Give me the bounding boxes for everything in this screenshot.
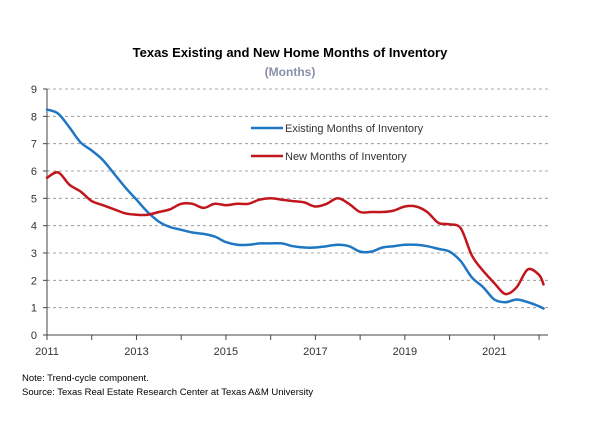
y-tick-label: 2	[31, 275, 37, 287]
y-tick-label: 8	[31, 111, 37, 123]
x-axis-ticks: 2011 2013 2015 2017 2019 2021	[35, 346, 506, 358]
chart-title: Texas Existing and New Home Months of In…	[133, 45, 448, 60]
legend-label: Existing Months of Inventory	[285, 123, 424, 135]
y-tick-label: 9	[31, 84, 37, 96]
y-tick-label: 0	[31, 330, 37, 342]
y-tick-label: 6	[31, 166, 37, 178]
series-line-existing	[45, 108, 545, 310]
y-tick-label: 5	[31, 193, 37, 205]
legend-label: New Months of Inventory	[285, 151, 407, 163]
x-tick-label: 2013	[124, 346, 148, 358]
y-axis-ticks: 0 1 2 3 4 5 6 7 8 9	[31, 84, 37, 342]
y-tick-label: 1	[31, 303, 37, 315]
x-tick-label: 2011	[35, 346, 59, 358]
y-tick-label: 4	[31, 221, 37, 233]
x-tick-label: 2021	[482, 346, 506, 358]
x-tick-label: 2017	[303, 346, 327, 358]
axes	[43, 88, 548, 340]
chart-subtitle: (Months)	[265, 65, 316, 79]
x-tick-label: 2015	[214, 346, 238, 358]
chart-note: Note: Trend-cycle component.	[22, 373, 149, 384]
legend: Existing Months of Inventory New Months o…	[251, 123, 424, 163]
y-tick-label: 7	[31, 139, 37, 151]
gridlines	[47, 88, 548, 309]
series-line-new	[45, 171, 545, 296]
chart-source: Source: Texas Real Estate Research Cente…	[22, 387, 314, 398]
x-tick-label: 2019	[393, 346, 417, 358]
y-tick-label: 3	[31, 248, 37, 260]
series-lines	[45, 108, 545, 310]
